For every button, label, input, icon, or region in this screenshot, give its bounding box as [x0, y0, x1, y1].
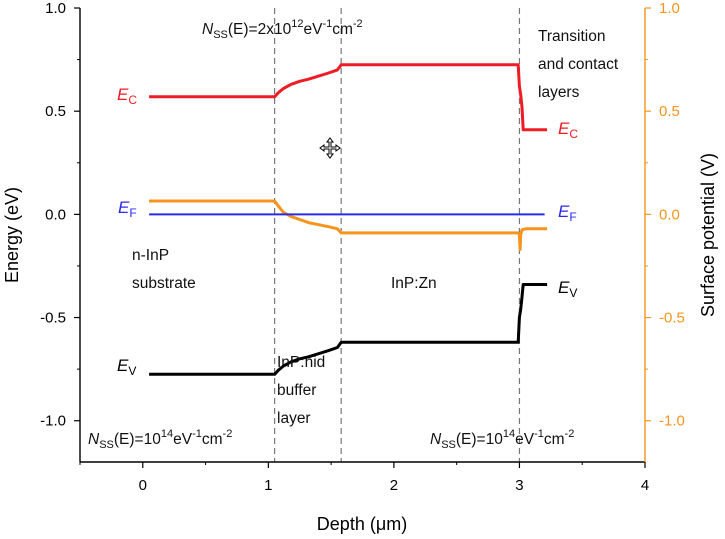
- y-axis-title-left: Energy (eV): [2, 187, 22, 283]
- x-axis-title: Depth (μm): [317, 514, 407, 534]
- move-cursor-icon: [319, 137, 341, 159]
- y-tick-label-left: 0.0: [45, 206, 66, 223]
- y-tick-label-right: 1.0: [659, 0, 680, 17]
- y-tick-label-left: -0.5: [40, 310, 66, 327]
- y-axis-title-right: Surface potential (V): [698, 153, 718, 317]
- ev-label-right: EV: [558, 278, 577, 300]
- transition-layers-label: Transition and contact layers: [538, 28, 622, 101]
- x-ticks: 0 1 2 3 4: [79, 462, 649, 494]
- series-ev: [149, 283, 548, 376]
- x-tick-label: 2: [390, 477, 398, 494]
- ef-label-left: EF: [118, 198, 137, 220]
- ev-label-left: EV: [117, 356, 136, 378]
- y-tick-label-right: 0.5: [659, 103, 680, 120]
- x-tick-label: 3: [515, 477, 523, 494]
- x-tick-label: 1: [264, 477, 272, 494]
- y-tick-label-left: 1.0: [45, 0, 66, 17]
- nss-left-annotation: NSS(E)=1014eV-1cm-2: [88, 428, 232, 451]
- series-ec: [149, 63, 548, 132]
- curves: [149, 63, 548, 376]
- nss-right-annotation: NSS(E)=1014eV-1cm-2: [430, 428, 574, 451]
- nss-top-annotation: NSS(E)=2x1012eV-1cm-2: [202, 18, 363, 41]
- y-tick-label-right: -0.5: [659, 310, 685, 327]
- y-tick-label-left: -1.0: [40, 413, 66, 430]
- inp-zn-label: InP:Zn: [391, 275, 437, 292]
- series-surface-potential: [149, 199, 548, 251]
- ef-label-right: EF: [558, 202, 577, 224]
- y-ticks-right: 1.0 0.5 0.0 -0.5 -1.0: [645, 0, 685, 430]
- x-tick-label: 4: [641, 477, 649, 494]
- ec-label-left: EC: [117, 85, 137, 107]
- ec-label-right: EC: [558, 119, 578, 141]
- buffer-layer-label: InP:nid buffer layer: [277, 354, 330, 427]
- y-ticks-left: 1.0 0.5 0.0 -0.5 -1.0: [40, 0, 80, 430]
- x-tick-label: 0: [139, 477, 147, 494]
- substrate-label: n-InP substrate: [132, 247, 196, 292]
- y-tick-label-right: 0.0: [659, 206, 680, 223]
- y-tick-label-right: -1.0: [659, 413, 685, 430]
- y-tick-label-left: 0.5: [45, 103, 66, 120]
